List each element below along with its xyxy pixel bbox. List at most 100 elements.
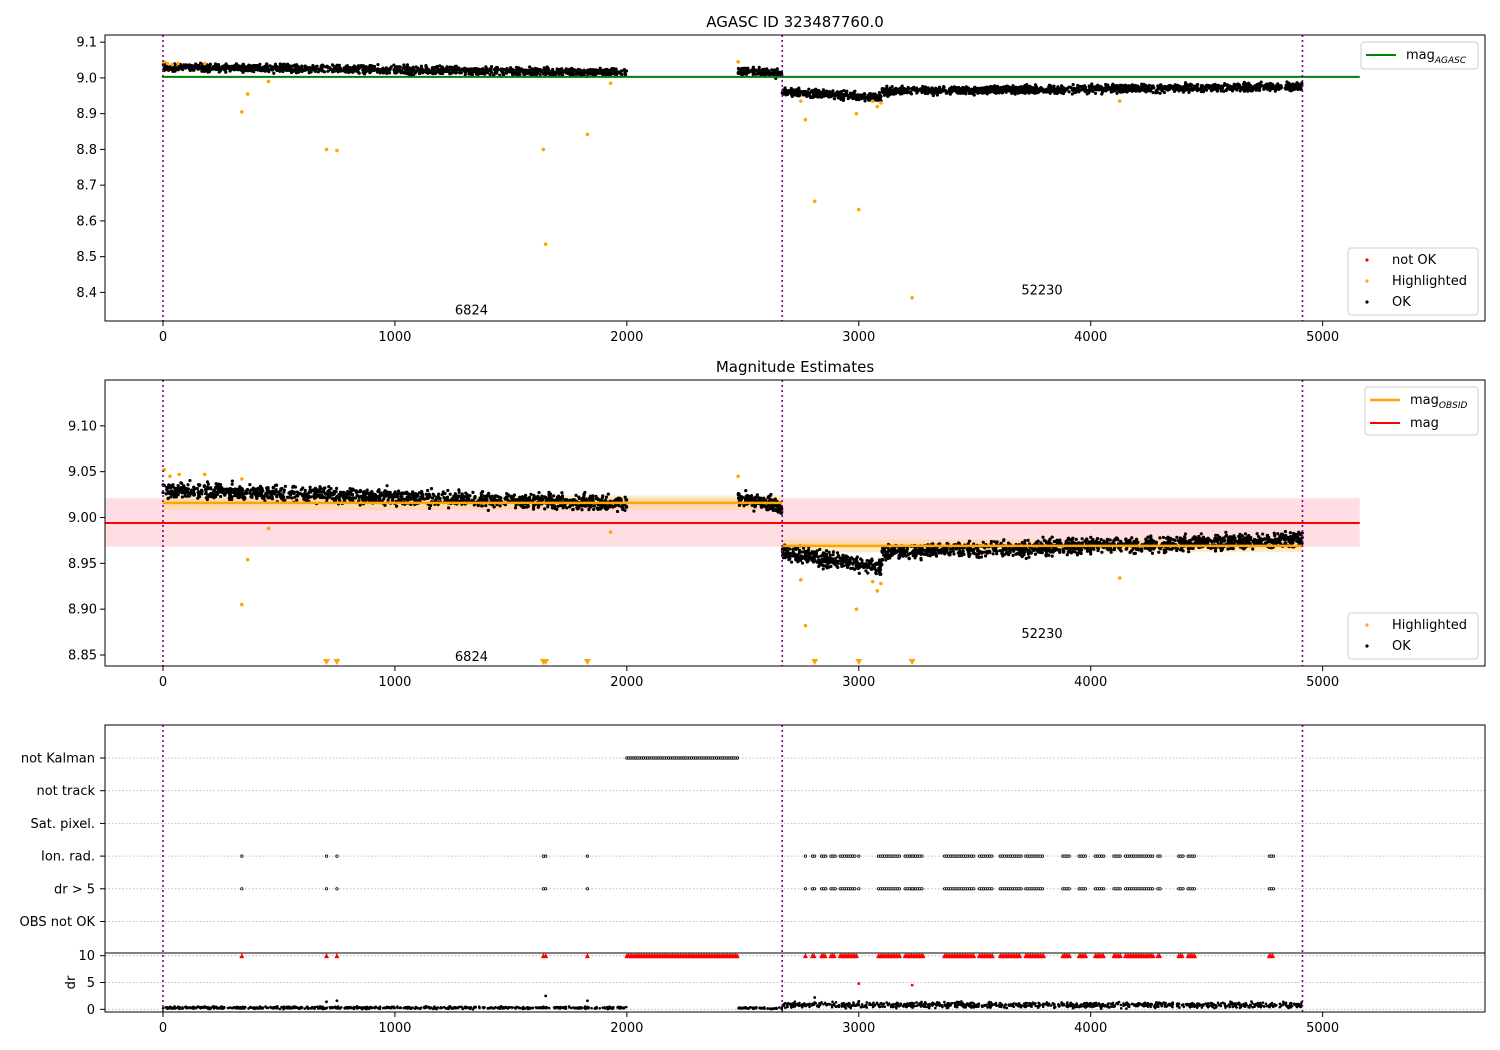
ok-point (424, 492, 428, 496)
ok-point (438, 64, 442, 68)
ok-point (225, 66, 229, 70)
ok-point (1151, 90, 1155, 95)
ok-point (230, 479, 234, 483)
ok-point (1012, 88, 1016, 92)
ok-point (186, 483, 190, 487)
ok-point (956, 85, 961, 90)
ok-point (212, 66, 216, 71)
ok-point (595, 506, 600, 510)
ok-point (1225, 87, 1229, 91)
ok-point (617, 504, 621, 508)
ok-point (563, 498, 567, 502)
ok-point (568, 504, 572, 508)
ok-point (1033, 83, 1038, 87)
ok-point (782, 91, 786, 95)
ok-point (798, 556, 802, 560)
ok-point (251, 486, 255, 490)
ok-point (198, 61, 203, 65)
y-tick-label: 8.5 (76, 250, 97, 265)
ok-point (1244, 84, 1248, 88)
ok-point (217, 489, 221, 493)
ok-point (869, 567, 874, 571)
ok-point (1288, 83, 1292, 87)
ok-point (386, 498, 390, 502)
ok-point (1201, 90, 1206, 94)
x-tick-label: 1000 (378, 330, 411, 345)
ok-point (178, 490, 182, 494)
ok-point (800, 561, 805, 565)
ok-point (170, 66, 174, 70)
ok-point (765, 508, 769, 512)
ok-point (1115, 91, 1119, 95)
ok-point (1286, 81, 1290, 85)
ok-point (1118, 84, 1122, 88)
ok-point (834, 560, 838, 564)
ok-point (457, 490, 461, 494)
ok-point (376, 489, 380, 493)
ok-point (480, 71, 484, 76)
ok-point (345, 66, 349, 70)
ok-point (437, 492, 441, 496)
ok-point (172, 490, 177, 494)
ok-point (934, 86, 938, 90)
ok-point (1096, 88, 1100, 92)
ok-point (535, 72, 539, 76)
ok-point (623, 508, 627, 512)
ok-point (1124, 89, 1128, 94)
ok-point (303, 498, 307, 502)
ok-point (446, 488, 450, 493)
ok-point (309, 490, 313, 494)
ok-point (307, 495, 312, 499)
ok-point (219, 494, 223, 499)
ok-point (851, 562, 855, 566)
y-tick-label: 8.9 (76, 107, 97, 122)
ok-point (807, 92, 811, 96)
ok-point (1160, 86, 1164, 90)
ok-point (741, 70, 745, 75)
ok-point (460, 492, 464, 496)
ok-point (283, 498, 287, 502)
ok-point (1248, 89, 1253, 93)
magnitude-estimates-panel: Magnitude Estimates 6824522308.858.908.9… (68, 358, 1486, 690)
ok-point (818, 563, 822, 567)
highlighted-point (856, 207, 861, 212)
ok-point (744, 496, 748, 500)
ok-point (830, 557, 834, 561)
ok-point (273, 62, 278, 66)
ok-point (460, 68, 464, 72)
ok-point (556, 504, 560, 508)
ok-point (895, 88, 900, 92)
ok-point (388, 492, 392, 496)
ok-point (540, 494, 544, 498)
x-tick-label: 3000 (842, 330, 875, 345)
ok-point (362, 69, 367, 73)
ok-point (587, 507, 591, 511)
ok-point (1016, 87, 1021, 91)
ok-point (571, 507, 575, 511)
ok-point (488, 73, 492, 77)
ok-point (464, 491, 468, 495)
ok-point (617, 70, 622, 74)
ok-point (577, 495, 581, 499)
ok-point (1126, 87, 1130, 91)
ok-point (203, 487, 208, 492)
ok-point (195, 486, 200, 491)
ok-point (1051, 89, 1055, 93)
ok-point (209, 495, 213, 499)
ok-point (351, 67, 355, 71)
ok-point (551, 505, 555, 509)
ok-point (624, 498, 628, 502)
ok-point (804, 551, 808, 555)
ok-point (1251, 547, 1255, 551)
ok-point (399, 68, 404, 73)
ok-point (443, 491, 447, 496)
ok-point (944, 89, 948, 93)
ok-point (295, 494, 299, 498)
ok-point (318, 485, 322, 489)
ok-point (615, 509, 620, 514)
ok-point (438, 496, 442, 501)
ok-point (615, 71, 619, 75)
ok-point (490, 494, 494, 498)
ok-point (907, 87, 911, 91)
